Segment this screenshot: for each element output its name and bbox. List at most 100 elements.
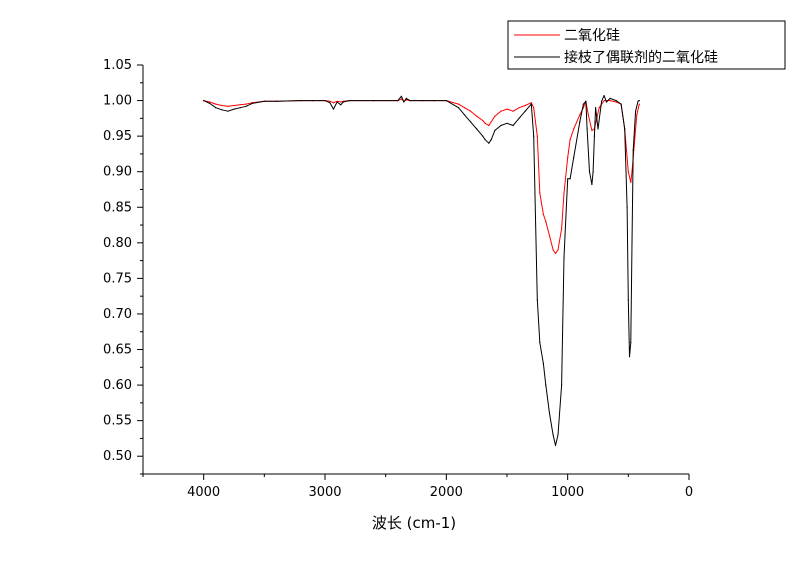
series-0-point [569,139,571,141]
series-1-point [638,100,640,102]
series-0-point [484,122,486,124]
series-1-point [403,101,405,103]
series-1-point [530,103,532,105]
series-0-point [598,107,600,109]
series-0-point [552,249,554,251]
series-0-point [524,104,526,107]
series-1-point [595,107,597,109]
series-0-point [463,107,466,109]
series-0-point [561,228,563,230]
series-1-point [591,183,593,186]
series-1-point [593,135,596,137]
series-0-point [245,103,247,105]
series-1-point [603,95,605,97]
series-1-point [470,121,472,123]
series-1-point [554,444,557,447]
series-1-point [324,100,326,102]
series-1-point [596,117,598,119]
series-1-point [631,242,633,244]
series-1-point [482,135,484,137]
series-1-point [624,128,626,130]
series-1-point [421,100,423,102]
series-0-point [615,101,617,103]
series-1-point [488,142,490,144]
series-1-point [637,100,639,102]
series-1-point [563,256,565,258]
series-0-point [542,213,545,215]
x-axis-ticks: 4000 3000 2000 1000 0 [142,474,693,500]
series-0-point [627,171,629,173]
series-1-point [569,178,571,180]
x-tick-label: 2000 [430,485,463,500]
series-0-point [609,100,611,102]
series-1-point [433,100,435,102]
series-1-point [620,103,622,105]
series-1-point [567,178,569,180]
y-tick-label: 1.05 [103,58,132,73]
series-0-point [587,114,589,116]
series-1-point [203,100,205,102]
series-1-point [409,100,411,102]
y-axis-ticks: 1.05 1.00 0.95 0.90 0.85 0.80 0.75 0.70 0.65 0.60… [103,58,143,475]
series-line-0 [203,98,640,254]
series-1-point [221,109,223,111]
series-1-point [601,100,603,102]
series-1-point [457,107,460,109]
series-0-point [332,102,335,104]
series-1-point [476,128,478,130]
series-0-point [215,103,217,105]
series-1-point [536,299,538,301]
axes [142,65,689,475]
series-0-point [400,98,402,100]
series-1-point [405,97,407,99]
series-0-point [470,110,472,112]
series-0-point [482,119,484,122]
series-0-point [340,101,342,103]
series-0-point [548,235,551,237]
y-tick-label: 0.60 [103,378,132,393]
series-1-point [227,110,229,112]
series-0-point [554,252,557,255]
series-1-point [545,384,547,386]
y-tick-label: 0.95 [103,129,132,144]
y-tick-label: 0.50 [103,449,132,464]
series-0-point [545,220,547,223]
series-1-point [372,100,375,102]
y-tick-label: 1.00 [103,94,132,109]
series-1-point [463,114,466,116]
series-1-point [626,206,628,208]
series-0-point [512,110,514,112]
y-tick-label: 0.65 [103,343,132,358]
series-0-point [636,114,638,116]
series-1-point [615,100,617,102]
series-0-point [530,102,532,104]
series-1-point [506,122,508,124]
series-1-point [582,103,585,105]
legend-box [507,20,786,70]
series-1-point [484,139,486,141]
series-0-point [573,128,575,130]
series-1-point [400,95,402,97]
series-0-point [488,124,490,127]
series-1-point [512,124,514,127]
series-1-point [609,97,611,99]
series-layer [203,95,640,447]
series-1-point [632,149,634,151]
series-0-point [476,115,478,117]
series-1-point [588,171,591,173]
series-0-point [603,100,605,102]
series-0-point [506,108,508,110]
series-1-point [557,434,559,436]
series-1-point [561,384,563,386]
series-0-point [591,129,593,131]
series-1-point [533,135,535,137]
series-1-point [586,128,588,130]
series-1-point [500,124,502,127]
series-1-point [397,100,399,102]
series-1-point [342,101,344,103]
series-1-point [245,105,247,107]
series-0-point [536,135,538,137]
series-1-point [300,100,302,102]
series-1-point [215,107,217,109]
series-1-point [585,100,587,102]
